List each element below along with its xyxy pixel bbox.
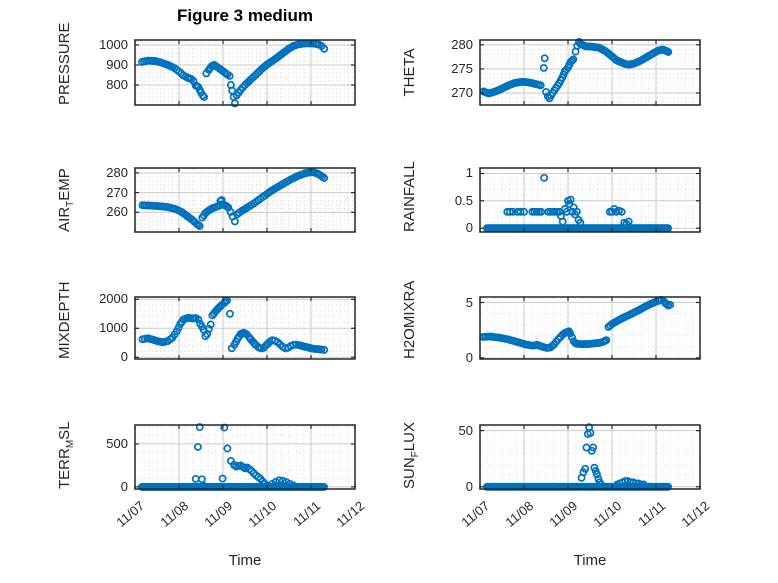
subplot-pressure [134, 39, 356, 108]
subplot-rainfall [479, 167, 701, 233]
plot-background [135, 40, 355, 105]
data-markers [479, 295, 675, 352]
axes-box [134, 424, 356, 490]
subplot-sun-flux [479, 423, 701, 491]
ytick-label-mixdepth: 2000 [99, 291, 128, 307]
subplot-theta [479, 37, 701, 106]
axes-box [134, 39, 356, 106]
y-axis-label-pressure: PRESSURE [56, 22, 73, 105]
ytick-label-pressure: 1000 [99, 37, 128, 52]
plot-background [480, 297, 700, 359]
ytick-label-air-temp: 280 [106, 164, 128, 180]
xtick-label-11-10: 11/10 [245, 498, 280, 530]
y-axis-label-h2omixra: H2OMIXRA [401, 280, 418, 359]
minor-grid [481, 426, 699, 488]
ytick-label-mixdepth: 0 [120, 349, 128, 365]
axes-box [479, 296, 701, 360]
minor-grid [481, 298, 699, 358]
ytick-label-pressure: 800 [106, 77, 128, 92]
data-markers [138, 296, 329, 354]
tick-marks [134, 425, 356, 489]
ytick-label-theta: 280 [451, 36, 473, 52]
y-axis-label-terr-msl: TERRMSL [56, 421, 76, 489]
xtick-label-11-08: 11/08 [157, 498, 192, 530]
ytick-label-theta: 270 [451, 84, 473, 100]
xtick-label-11-11: 11/11 [635, 498, 669, 530]
ytick-label-sun-flux: 0 [465, 478, 473, 494]
xtick-label-11-09: 11/09 [546, 498, 581, 530]
minor-grid [136, 40, 354, 106]
ytick-label-air-temp: 260 [106, 204, 128, 220]
ytick-label-air-temp: 270 [106, 184, 128, 200]
subplot-h2omixra [479, 295, 701, 360]
axes-box [134, 167, 356, 233]
xtick-label-11-07: 11/07 [113, 498, 148, 530]
subplot-terr-msl [134, 423, 356, 491]
y-axis-label-theta: THETA [401, 48, 418, 97]
ytick-label-rainfall: 0 [465, 220, 473, 236]
ytick-label-mixdepth: 1000 [99, 320, 128, 336]
ytick-label-pressure: 900 [106, 57, 128, 72]
ytick-label-sun-flux: 50 [458, 422, 473, 438]
y-axis-label-air-temp: AIRTEMP [56, 168, 76, 232]
tick-marks [134, 168, 356, 232]
subplot-air-temp [134, 167, 356, 233]
xtick-label-11-12: 11/12 [678, 498, 713, 530]
time-axis-label-left: Time [228, 552, 262, 569]
xtick-label-11-10: 11/10 [590, 498, 625, 530]
tick-marks [479, 425, 701, 489]
y-axis-label-mixdepth: MIXDEPTH [56, 281, 73, 359]
time-axis-label-right: Time [573, 552, 607, 569]
xtick-label-11-09: 11/09 [201, 498, 236, 530]
figure-title: Figure 3 medium [176, 6, 314, 25]
ytick-label-rainfall: 0.5 [454, 192, 473, 208]
subplot-mixdepth [134, 296, 356, 360]
data-markers [138, 39, 329, 108]
tick-marks [134, 40, 356, 105]
data-markers [483, 423, 673, 491]
axes-box [479, 39, 701, 106]
tick-marks [134, 297, 356, 359]
minor-grid [136, 426, 354, 488]
y-axis-label-rainfall: RAINFALL [401, 161, 418, 232]
xtick-label-11-07: 11/07 [458, 498, 493, 530]
tick-marks [479, 40, 701, 105]
xtick-label-11-08: 11/08 [502, 498, 537, 530]
major-grid [135, 297, 355, 359]
ytick-label-rainfall: 1 [465, 165, 473, 181]
ytick-label-theta: 275 [451, 60, 473, 76]
data-markers [138, 168, 329, 231]
ytick-label-terr-msl: 0 [120, 478, 128, 494]
ytick-label-h2omixra: 0 [465, 349, 473, 365]
axes-box [479, 424, 701, 490]
y-axis-label-sun-flux: SUNFLUX [401, 422, 421, 489]
ytick-label-h2omixra: 5 [465, 294, 473, 310]
tick-marks [479, 297, 701, 359]
xtick-label-11-12: 11/12 [333, 498, 368, 530]
xtick-label-11-11: 11/11 [290, 498, 324, 530]
tick-marks [479, 168, 701, 232]
data-markers [479, 37, 673, 103]
ytick-label-terr-msl: 500 [106, 435, 128, 451]
axes-box [479, 167, 701, 233]
